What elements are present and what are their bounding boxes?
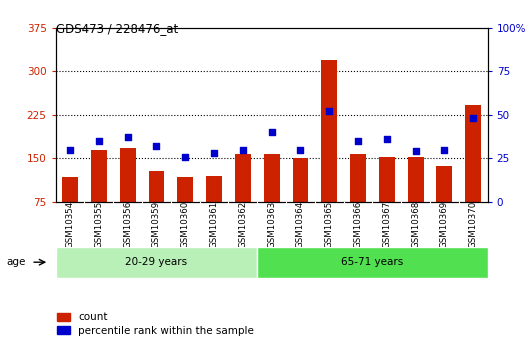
Bar — [178, 177, 193, 202]
Legend: count, percentile rank within the sample: count, percentile rank within the sample — [53, 308, 258, 340]
Text: 65-71 years: 65-71 years — [341, 257, 403, 267]
Point — [383, 136, 391, 142]
Point — [325, 108, 333, 114]
Bar — [62, 177, 78, 202]
Point — [66, 147, 74, 152]
Point — [123, 135, 132, 140]
Bar — [148, 171, 164, 202]
Bar — [293, 158, 308, 202]
Text: age: age — [6, 257, 26, 267]
Point — [238, 147, 247, 152]
Bar — [120, 148, 136, 202]
Text: GSM10366: GSM10366 — [354, 201, 363, 248]
Point — [469, 116, 478, 121]
Bar — [257, 247, 488, 278]
Point — [267, 129, 276, 135]
Text: GSM10368: GSM10368 — [411, 201, 420, 248]
Text: GSM10362: GSM10362 — [238, 201, 248, 248]
Text: GSM10364: GSM10364 — [296, 201, 305, 248]
Text: GSM10369: GSM10369 — [440, 201, 449, 248]
Bar — [321, 60, 337, 202]
Text: GSM10356: GSM10356 — [123, 201, 132, 248]
Text: GSM10359: GSM10359 — [152, 201, 161, 248]
Bar — [56, 247, 257, 278]
Text: GSM10361: GSM10361 — [209, 201, 218, 248]
Text: GDS473 / 228476_at: GDS473 / 228476_at — [56, 22, 178, 36]
Text: GSM10355: GSM10355 — [94, 201, 103, 248]
Point — [181, 154, 190, 159]
Point — [411, 149, 420, 154]
Point — [296, 147, 305, 152]
Bar — [379, 157, 395, 202]
Bar — [206, 176, 222, 202]
Bar — [408, 157, 423, 202]
Point — [354, 138, 363, 144]
Bar — [437, 166, 452, 202]
Point — [152, 143, 161, 149]
Text: GSM10363: GSM10363 — [267, 201, 276, 248]
Point — [94, 138, 103, 144]
Text: GSM10354: GSM10354 — [66, 201, 75, 248]
Point — [440, 147, 448, 152]
Text: GSM10367: GSM10367 — [382, 201, 391, 248]
Bar — [264, 154, 279, 202]
Bar — [465, 105, 481, 202]
Text: 20-29 years: 20-29 years — [126, 257, 188, 267]
Text: GSM10360: GSM10360 — [181, 201, 190, 248]
Point — [210, 150, 218, 156]
Bar — [350, 154, 366, 202]
Text: GSM10365: GSM10365 — [325, 201, 334, 248]
Text: GSM10370: GSM10370 — [469, 201, 478, 248]
Bar — [235, 154, 251, 202]
Bar — [91, 150, 107, 202]
